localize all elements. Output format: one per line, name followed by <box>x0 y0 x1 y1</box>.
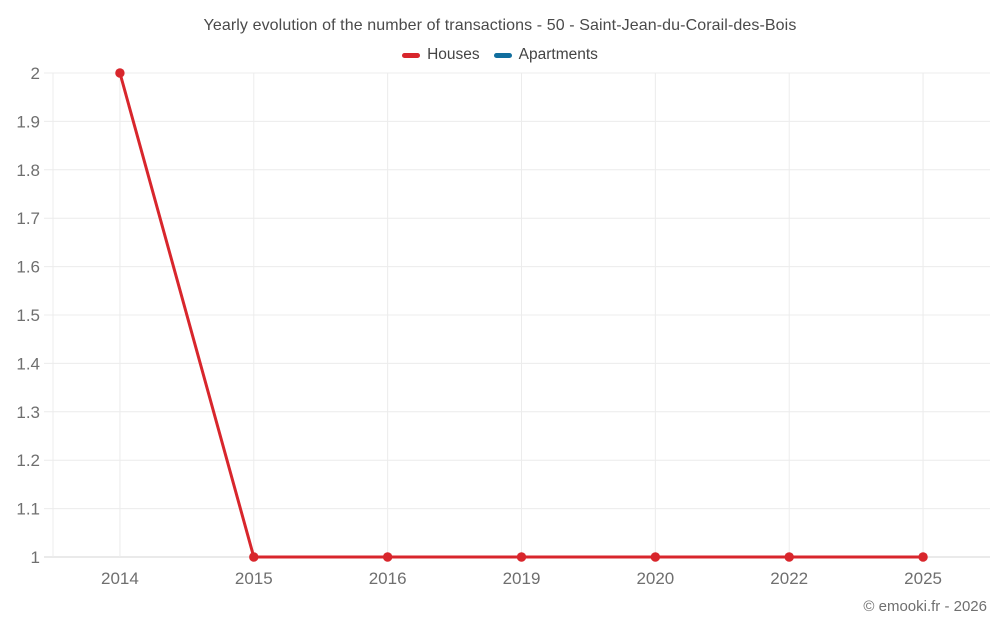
chart-title: Yearly evolution of the number of transa… <box>203 17 797 34</box>
legend-label-houses: Houses <box>427 46 480 63</box>
y-tick-label: 1.6 <box>16 258 40 277</box>
series-point-houses[interactable] <box>650 552 661 562</box>
series-point-houses[interactable] <box>784 552 794 562</box>
legend-label-apartments: Apartments <box>518 46 598 63</box>
legend: Houses Apartments <box>0 46 1000 64</box>
x-tick-label: 2015 <box>235 569 273 588</box>
y-tick-label: 1.5 <box>16 306 40 325</box>
y-tick-label: 1.8 <box>16 161 40 180</box>
y-tick-label: 1.2 <box>16 451 40 470</box>
houses-swatch <box>402 52 421 58</box>
x-tick-label: 2022 <box>770 569 808 588</box>
legend-item-houses[interactable]: Houses <box>402 46 480 64</box>
x-tick-label: 2016 <box>369 569 407 588</box>
x-tick-label: 2019 <box>503 569 541 588</box>
series-point-houses[interactable] <box>918 552 928 562</box>
y-tick-label: 1.3 <box>16 403 40 422</box>
series-point-houses[interactable] <box>115 68 125 78</box>
series-point-houses[interactable] <box>382 552 393 562</box>
series-point-houses[interactable] <box>516 552 527 562</box>
y-tick-label: 1.1 <box>16 500 40 519</box>
y-tick-label: 1.9 <box>16 112 40 131</box>
x-tick-label: 2025 <box>904 569 942 588</box>
apartments-swatch <box>493 52 512 58</box>
y-tick-label: 1.7 <box>16 209 40 228</box>
x-tick-label: 2020 <box>636 569 674 588</box>
y-tick-label: 1.4 <box>16 354 40 373</box>
copyright-notice: © emooki.fr - 2026 <box>863 598 987 615</box>
x-tick-label: 2014 <box>101 569 139 588</box>
series-point-houses[interactable] <box>249 552 259 562</box>
y-tick-label: 1 <box>31 548 40 567</box>
y-tick-label: 2 <box>31 64 40 83</box>
legend-item-apartments[interactable]: Apartments <box>493 46 598 64</box>
